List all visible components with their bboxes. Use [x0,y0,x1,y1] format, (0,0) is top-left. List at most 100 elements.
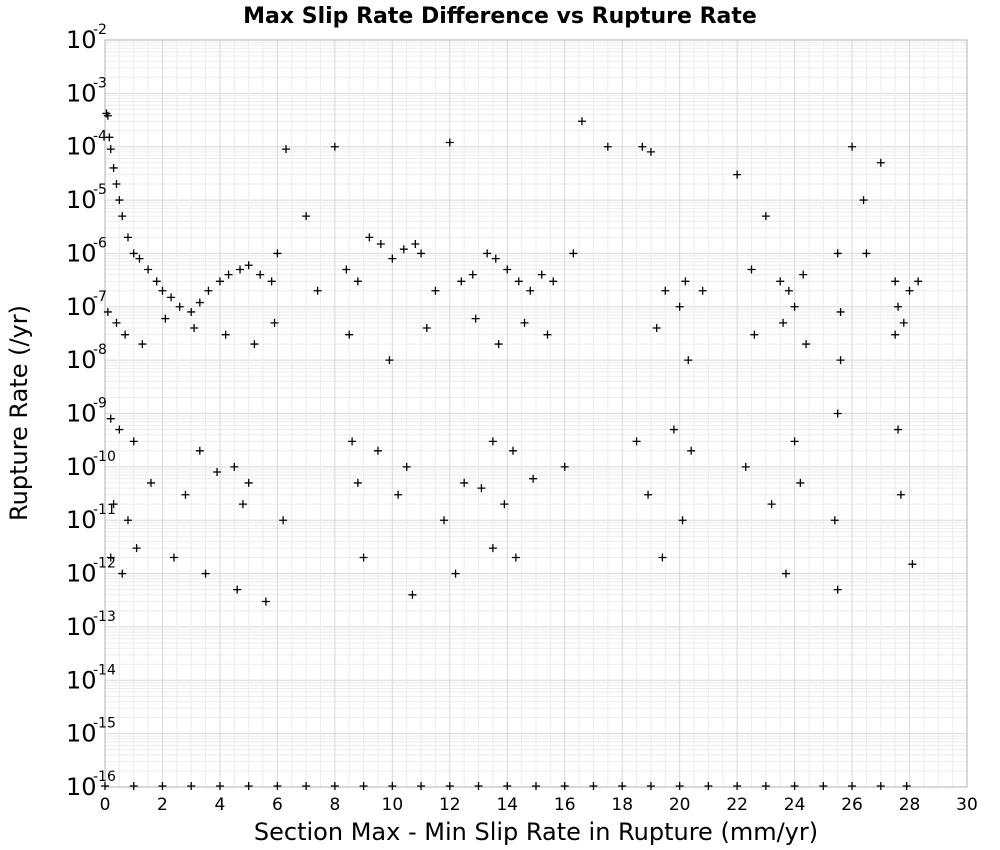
data-point [106,145,115,154]
y-tick-base: 10 [66,560,97,588]
x-tick-labels: 0 2 4 6 8 10 12 14 16 18 20 22 24 26 28 30 [100,795,978,815]
data-point [158,286,167,295]
x-tick-label: 8 [329,795,340,815]
data-point [118,569,127,578]
data-point [112,180,121,189]
data-point [236,265,245,274]
y-tick-base: 10 [66,186,97,214]
data-point [402,462,411,471]
x-tick-label: 12 [439,795,461,815]
data-point [577,117,586,126]
data-point [106,414,115,423]
x-tick-label: 0 [100,795,111,815]
y-tick-base: 10 [66,613,97,641]
y-tick-exponent: -13 [93,609,116,625]
data-point [471,314,480,323]
y-tick-base: 10 [66,773,97,801]
data-point [373,446,382,455]
data-point [589,782,598,790]
data-point [451,569,460,578]
data-point [129,437,138,446]
data-point [669,425,678,434]
data-point [244,782,253,790]
x-tick-label: 20 [669,795,691,815]
data-point [790,782,799,790]
data-point [511,553,520,562]
data-point [101,782,109,790]
data-point [460,478,469,487]
data-point [894,425,903,434]
data-point [345,330,354,339]
data-point [112,318,121,327]
data-point [261,597,270,606]
y-tick-label: 10-2 [66,22,107,54]
x-tick-label: 22 [726,795,748,815]
data-point [644,490,653,499]
data-point [129,249,138,258]
data-point [488,544,497,553]
y-tick-exponent: -10 [93,449,116,465]
x-tick-label: 16 [554,795,576,815]
data-point [201,569,210,578]
data-point [115,196,124,205]
y-tick-exponent: -6 [93,235,107,251]
grid [104,39,968,788]
data-point [902,782,911,790]
data-point [520,318,529,327]
data-point [514,277,523,286]
data-point [503,782,512,790]
data-point [457,277,466,286]
y-tick-base: 10 [66,400,97,428]
x-tick-label: 28 [899,795,921,815]
x-axis-label: Section Max - Min Slip Rate in Rupture (… [254,818,818,846]
data-point [365,233,374,242]
data-point [488,437,497,446]
y-tick-exponent: -16 [93,769,116,785]
data-point [215,782,224,790]
y-tick-label: 10-8 [66,342,107,374]
data-point [302,782,311,790]
data-point [747,265,756,274]
x-tick-label: 24 [784,795,806,815]
data-point [445,782,454,790]
y-tick-exponent: -3 [93,75,107,91]
data-point [848,782,857,790]
x-tick-label: 18 [611,795,633,815]
y-tick-base: 10 [66,346,97,374]
data-point [233,585,242,594]
data-point [422,324,431,333]
y-tick-base: 10 [66,79,97,107]
data-point [244,478,253,487]
data-point [411,240,420,249]
data-point [862,249,871,258]
data-point [790,437,799,446]
data-point [167,293,176,302]
data-point [894,302,903,311]
y-tick-base: 10 [66,239,97,267]
y-tick-label: 10-10 [66,449,116,481]
data-point [891,277,900,286]
data-point [161,314,170,323]
data-point [135,254,144,263]
data-point [675,302,684,311]
data-point [632,437,641,446]
data-point [388,254,397,263]
data-point [833,409,842,418]
data-point [109,163,118,172]
data-point [313,286,322,295]
data-point [353,478,362,487]
data-point [767,500,776,509]
chart-title: Max Slip Rate Difference vs Rupture Rate [243,4,757,29]
y-tick-label: 10-3 [66,75,107,107]
data-point [388,782,397,790]
data-point [819,782,828,790]
data-point [408,590,417,599]
x-tick-label: 10 [382,795,404,815]
data-point [244,261,253,270]
data-point [181,490,190,499]
x-tick-label: 30 [956,795,978,815]
data-point [330,142,339,151]
data-point [905,286,914,295]
data-point [779,318,788,327]
data-point [144,265,153,274]
